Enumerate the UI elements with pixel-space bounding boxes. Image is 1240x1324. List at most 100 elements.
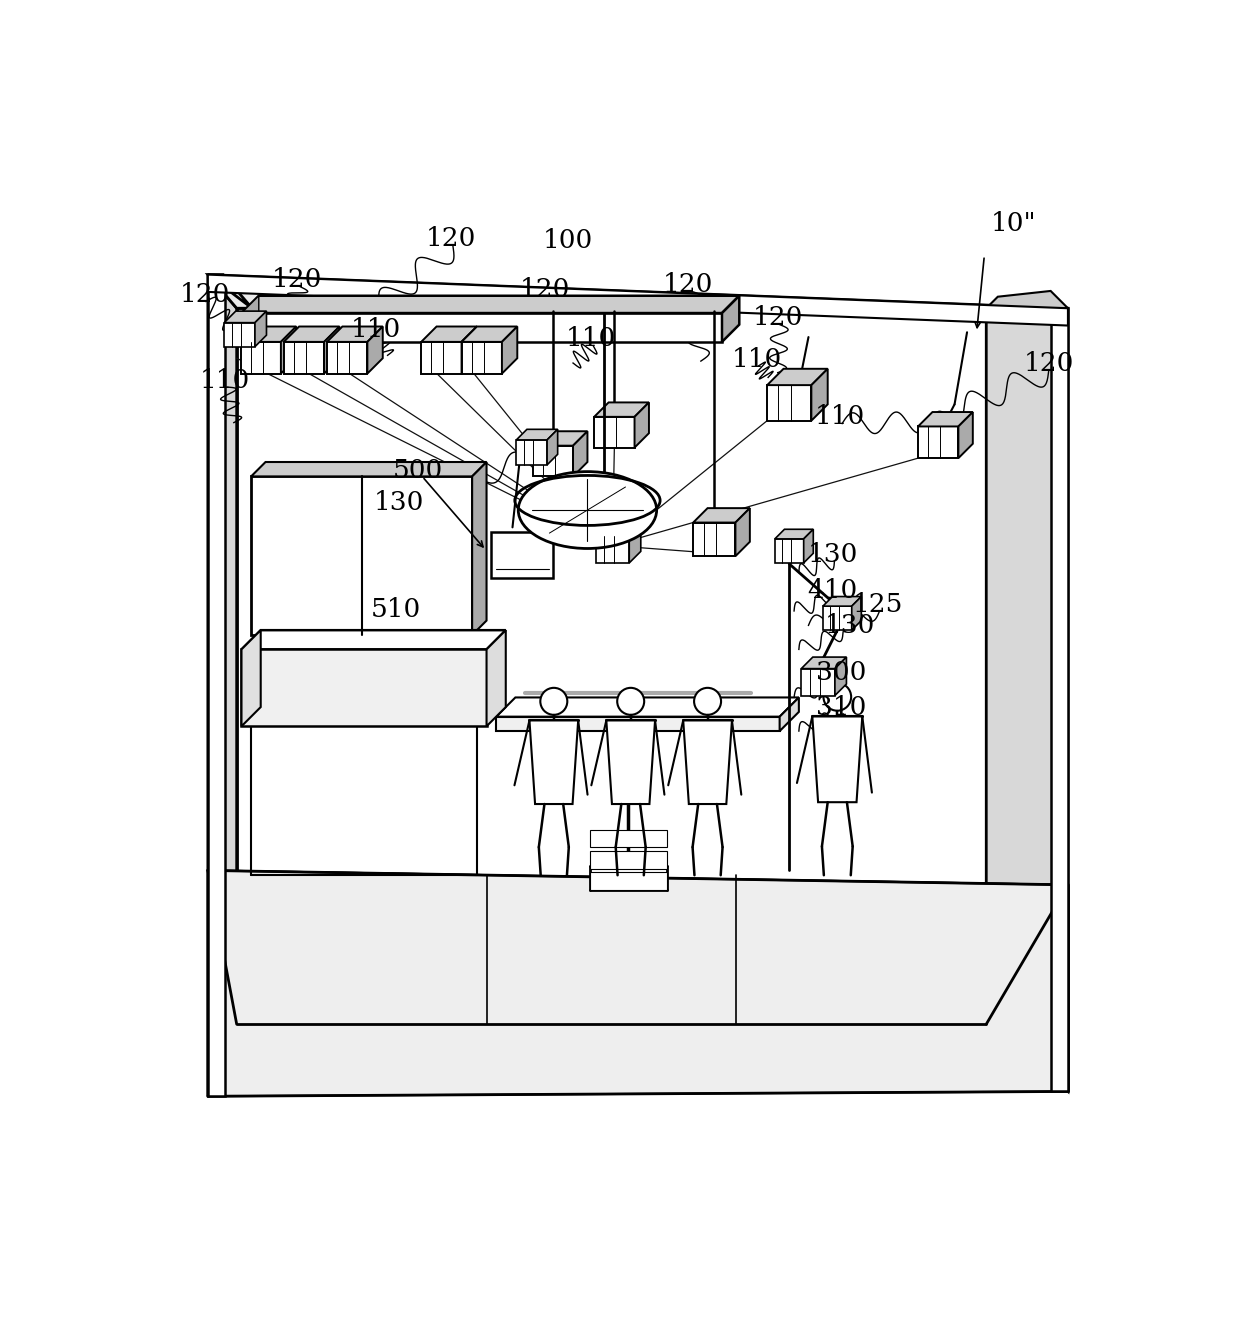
- Polygon shape: [241, 342, 281, 373]
- Text: 120: 120: [180, 282, 231, 307]
- Polygon shape: [986, 291, 1068, 308]
- Polygon shape: [775, 539, 804, 563]
- Polygon shape: [208, 870, 237, 1096]
- Polygon shape: [835, 657, 847, 695]
- Text: 130: 130: [374, 490, 424, 515]
- Polygon shape: [472, 462, 486, 636]
- Polygon shape: [986, 884, 1068, 1091]
- Text: 300: 300: [816, 659, 867, 685]
- Polygon shape: [629, 524, 641, 563]
- Polygon shape: [595, 536, 629, 563]
- Polygon shape: [208, 274, 1068, 326]
- Polygon shape: [208, 274, 226, 1096]
- Polygon shape: [224, 323, 255, 347]
- Polygon shape: [722, 295, 739, 342]
- Polygon shape: [242, 312, 722, 342]
- Polygon shape: [780, 698, 799, 731]
- Polygon shape: [208, 870, 1068, 1096]
- Polygon shape: [693, 508, 750, 523]
- Text: 110: 110: [567, 327, 616, 351]
- Text: 120: 120: [520, 277, 570, 302]
- Polygon shape: [683, 720, 732, 804]
- Polygon shape: [768, 369, 828, 385]
- Text: 120: 120: [1023, 351, 1074, 376]
- Polygon shape: [533, 432, 588, 446]
- Polygon shape: [281, 327, 296, 373]
- Polygon shape: [823, 606, 852, 630]
- Polygon shape: [986, 308, 1068, 1091]
- Polygon shape: [959, 412, 973, 458]
- Text: 110: 110: [732, 347, 781, 372]
- Text: 310: 310: [816, 695, 867, 719]
- Text: 110: 110: [351, 316, 402, 342]
- Polygon shape: [606, 720, 655, 804]
- Polygon shape: [461, 327, 477, 373]
- Polygon shape: [242, 295, 259, 342]
- Polygon shape: [516, 429, 558, 440]
- Polygon shape: [811, 369, 828, 421]
- Polygon shape: [208, 274, 252, 308]
- Polygon shape: [502, 327, 517, 373]
- Circle shape: [618, 688, 645, 715]
- Circle shape: [541, 688, 568, 715]
- Polygon shape: [852, 597, 862, 630]
- Polygon shape: [693, 523, 735, 556]
- Polygon shape: [801, 669, 835, 695]
- Polygon shape: [461, 342, 502, 373]
- Polygon shape: [918, 412, 973, 426]
- Polygon shape: [208, 274, 237, 1096]
- Polygon shape: [224, 311, 267, 323]
- Text: 120: 120: [272, 267, 322, 291]
- Polygon shape: [284, 342, 324, 373]
- Circle shape: [823, 683, 851, 711]
- Polygon shape: [327, 342, 367, 373]
- Polygon shape: [461, 327, 517, 342]
- Text: 510: 510: [371, 597, 422, 621]
- Polygon shape: [242, 630, 260, 727]
- Circle shape: [694, 688, 722, 715]
- Polygon shape: [801, 657, 847, 669]
- Text: 110: 110: [815, 404, 866, 429]
- Text: 110: 110: [200, 368, 250, 393]
- Polygon shape: [367, 327, 383, 373]
- Polygon shape: [422, 327, 477, 342]
- Polygon shape: [804, 530, 813, 563]
- Polygon shape: [242, 649, 486, 727]
- Polygon shape: [250, 477, 472, 636]
- Polygon shape: [823, 597, 862, 606]
- Text: 130: 130: [807, 542, 858, 567]
- Polygon shape: [496, 716, 780, 731]
- Polygon shape: [327, 327, 383, 342]
- Polygon shape: [812, 716, 862, 802]
- Polygon shape: [735, 508, 750, 556]
- Polygon shape: [242, 295, 739, 312]
- Polygon shape: [208, 274, 1068, 308]
- Polygon shape: [242, 630, 506, 649]
- Polygon shape: [590, 851, 667, 869]
- Polygon shape: [491, 532, 553, 579]
- Polygon shape: [241, 327, 296, 342]
- Polygon shape: [529, 720, 578, 804]
- Polygon shape: [496, 698, 799, 716]
- Text: 120: 120: [425, 225, 476, 250]
- Polygon shape: [547, 429, 558, 465]
- Text: 125: 125: [852, 592, 903, 617]
- Polygon shape: [594, 417, 635, 448]
- Polygon shape: [324, 327, 340, 373]
- Polygon shape: [250, 462, 486, 477]
- Text: 120: 120: [753, 306, 804, 331]
- Text: 130: 130: [825, 613, 875, 638]
- Polygon shape: [1050, 308, 1068, 1091]
- Text: 120: 120: [663, 271, 713, 297]
- Polygon shape: [918, 426, 959, 458]
- Polygon shape: [768, 385, 811, 421]
- Polygon shape: [573, 432, 588, 477]
- Polygon shape: [594, 402, 649, 417]
- Polygon shape: [486, 630, 506, 727]
- Polygon shape: [516, 440, 547, 465]
- Polygon shape: [284, 327, 340, 342]
- Polygon shape: [590, 830, 667, 847]
- Text: 500: 500: [393, 458, 444, 483]
- Polygon shape: [237, 308, 986, 1025]
- Polygon shape: [595, 524, 641, 536]
